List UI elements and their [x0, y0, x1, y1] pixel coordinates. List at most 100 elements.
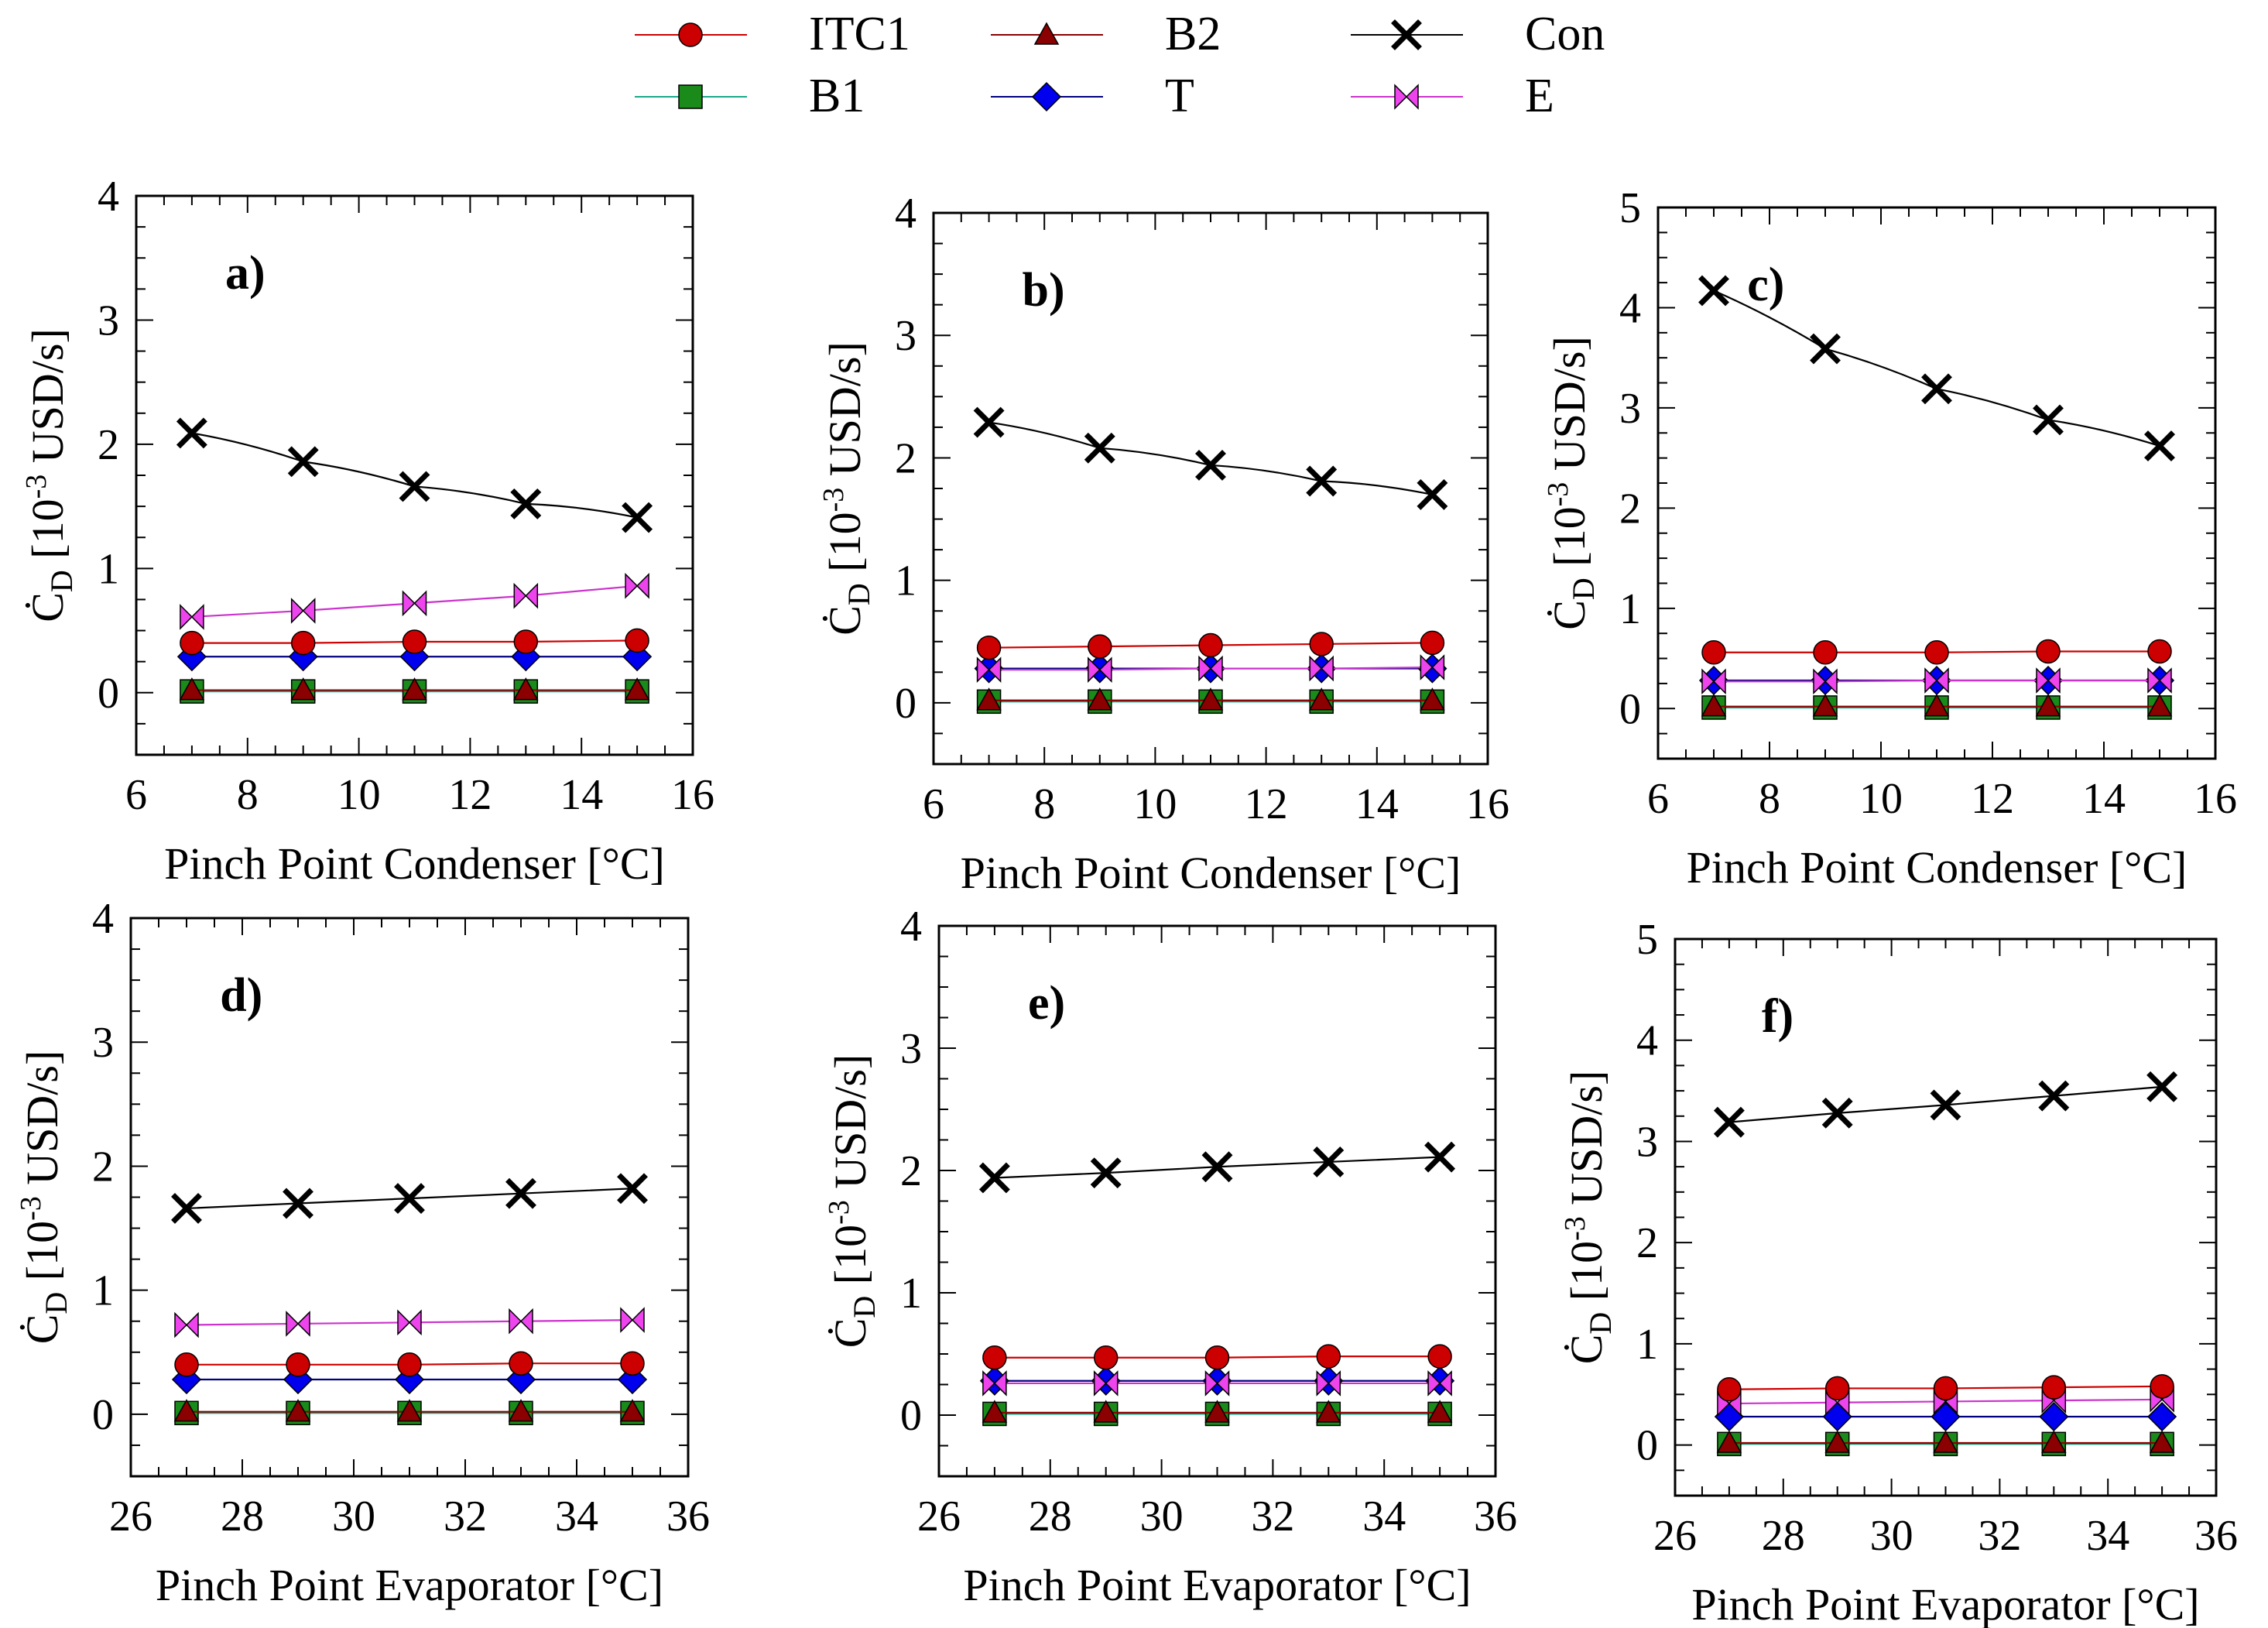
legend-label-b1: B1 — [809, 70, 865, 122]
series-itc1 — [976, 630, 1445, 660]
point-con-9 — [287, 446, 319, 478]
point-con-33 — [1313, 1146, 1345, 1177]
point-b2-31 — [1933, 1430, 1958, 1453]
y-axis-label: ĊD [10-3 USD/s] — [1542, 336, 1601, 630]
point-con-31-stroke — [1201, 1151, 1233, 1183]
point-itc1-31 — [1933, 1376, 1958, 1401]
x-tick-label: 26 — [1653, 1512, 1697, 1560]
y-axis-subscript: D — [39, 1292, 74, 1314]
x-axis-label: Pinch Point Condenser [°C] — [164, 838, 665, 889]
point-b2-15 — [624, 677, 650, 701]
y-axis-exponent: -3 — [1559, 1216, 1591, 1241]
point-e-7 — [1701, 668, 1726, 695]
legend-marker-b1 — [678, 84, 703, 109]
point-e-27 — [174, 1311, 199, 1338]
series-con — [978, 1141, 1456, 1194]
point-con-11 — [1195, 449, 1226, 481]
point-con-11-stroke — [1921, 373, 1952, 405]
x-tick-label: 30 — [1140, 1493, 1184, 1541]
legend-marker-con — [1391, 19, 1422, 50]
point-e-33 — [509, 1308, 533, 1335]
x-tick-label: 36 — [2194, 1512, 2238, 1560]
legend-label-e: E — [1525, 70, 1554, 122]
point-e-9 — [1813, 668, 1838, 695]
point-b2-13 — [1308, 687, 1334, 711]
point-con-13 — [1306, 465, 1338, 497]
y-tick-label: 1 — [900, 1270, 922, 1318]
point-con-33 — [505, 1177, 536, 1209]
series-e — [174, 1307, 645, 1338]
y-tick-label: 4 — [1619, 284, 1641, 332]
point-b2-13 — [513, 677, 539, 701]
panel-label: e) — [1028, 977, 1065, 1030]
y-tick-label: 0 — [900, 1392, 922, 1440]
legend-item-t: T — [991, 70, 1194, 122]
point-itc1-15 — [1420, 630, 1445, 656]
y-tick-label: 3 — [98, 296, 119, 344]
point-e-31 — [1204, 1370, 1230, 1397]
point-itc1-9 — [1813, 640, 1838, 665]
y-axis-unit: [10 — [825, 1225, 875, 1296]
series-b2 — [179, 677, 650, 701]
x-tick-label: 14 — [560, 771, 603, 819]
point-con-35-stroke — [2146, 1071, 2178, 1102]
legend-marker-e — [1394, 84, 1419, 110]
x-tick-label: 28 — [221, 1493, 264, 1541]
series-line-e — [191, 584, 638, 619]
y-axis-unit-tail: USD/s] — [825, 1054, 875, 1201]
y-tick-label: 0 — [895, 680, 916, 728]
point-itc1-31 — [397, 1352, 422, 1377]
y-tick-label: 3 — [1636, 1118, 1658, 1166]
y-axis-unit: [10 — [820, 512, 870, 583]
series-e — [982, 1370, 1452, 1397]
point-itc1-11 — [1924, 640, 1949, 665]
series-itc1 — [180, 628, 649, 656]
point-e-11 — [402, 590, 427, 617]
series-t — [1714, 1401, 2177, 1432]
point-b2-27 — [1716, 1430, 1742, 1453]
point-e-11 — [1198, 655, 1223, 682]
point-con-35 — [1424, 1141, 1456, 1173]
point-itc1-9 — [290, 630, 316, 656]
point-con-7-stroke — [973, 406, 1005, 438]
y-axis-unit: [10 — [1544, 506, 1595, 578]
y-tick-label: 0 — [1636, 1422, 1658, 1470]
point-b2-35 — [1427, 1400, 1453, 1423]
y-axis-exponent: -3 — [817, 488, 850, 512]
point-con-13-stroke — [2033, 404, 2064, 436]
y-tick-label: 2 — [98, 421, 119, 469]
y-tick-label: 3 — [900, 1025, 922, 1073]
x-tick-label: 12 — [1971, 775, 2014, 823]
y-axis-unit-tail: USD/s] — [1561, 1071, 1612, 1217]
point-b2-31 — [1204, 1400, 1230, 1423]
point-con-15 — [2144, 430, 2175, 462]
y-tick-label: 4 — [1636, 1017, 1658, 1065]
x-tick-label: 34 — [1362, 1493, 1406, 1541]
series-con — [1713, 1071, 2178, 1138]
panel-label: c) — [1747, 259, 1784, 311]
point-itc1-35 — [2150, 1374, 2174, 1399]
point-b2-27 — [173, 1399, 200, 1422]
y-tick-label: 2 — [900, 1147, 922, 1195]
y-axis-unit-tail: USD/s] — [17, 1050, 67, 1197]
point-con-35 — [617, 1173, 648, 1205]
y-axis-subscript: D — [1583, 1312, 1618, 1335]
point-b2-9 — [1087, 687, 1113, 711]
legend-item-b1: B1 — [635, 70, 865, 122]
x-tick-label: 32 — [444, 1493, 487, 1541]
y-axis-symbol: Ċ — [820, 605, 870, 636]
y-axis-label: ĊD [10-3 USD/s] — [15, 1050, 74, 1345]
series-con — [1698, 275, 2175, 462]
point-con-11 — [1921, 373, 1952, 405]
point-con-7 — [1698, 275, 1729, 307]
x-tick-label: 10 — [1133, 780, 1177, 828]
point-itc1-7 — [1701, 640, 1726, 665]
point-itc1-11 — [402, 629, 427, 654]
point-t-31 — [1931, 1401, 1961, 1432]
series-t — [979, 1366, 1455, 1396]
x-tick-label: 32 — [1978, 1512, 2021, 1560]
panel-label: d) — [220, 969, 262, 1022]
